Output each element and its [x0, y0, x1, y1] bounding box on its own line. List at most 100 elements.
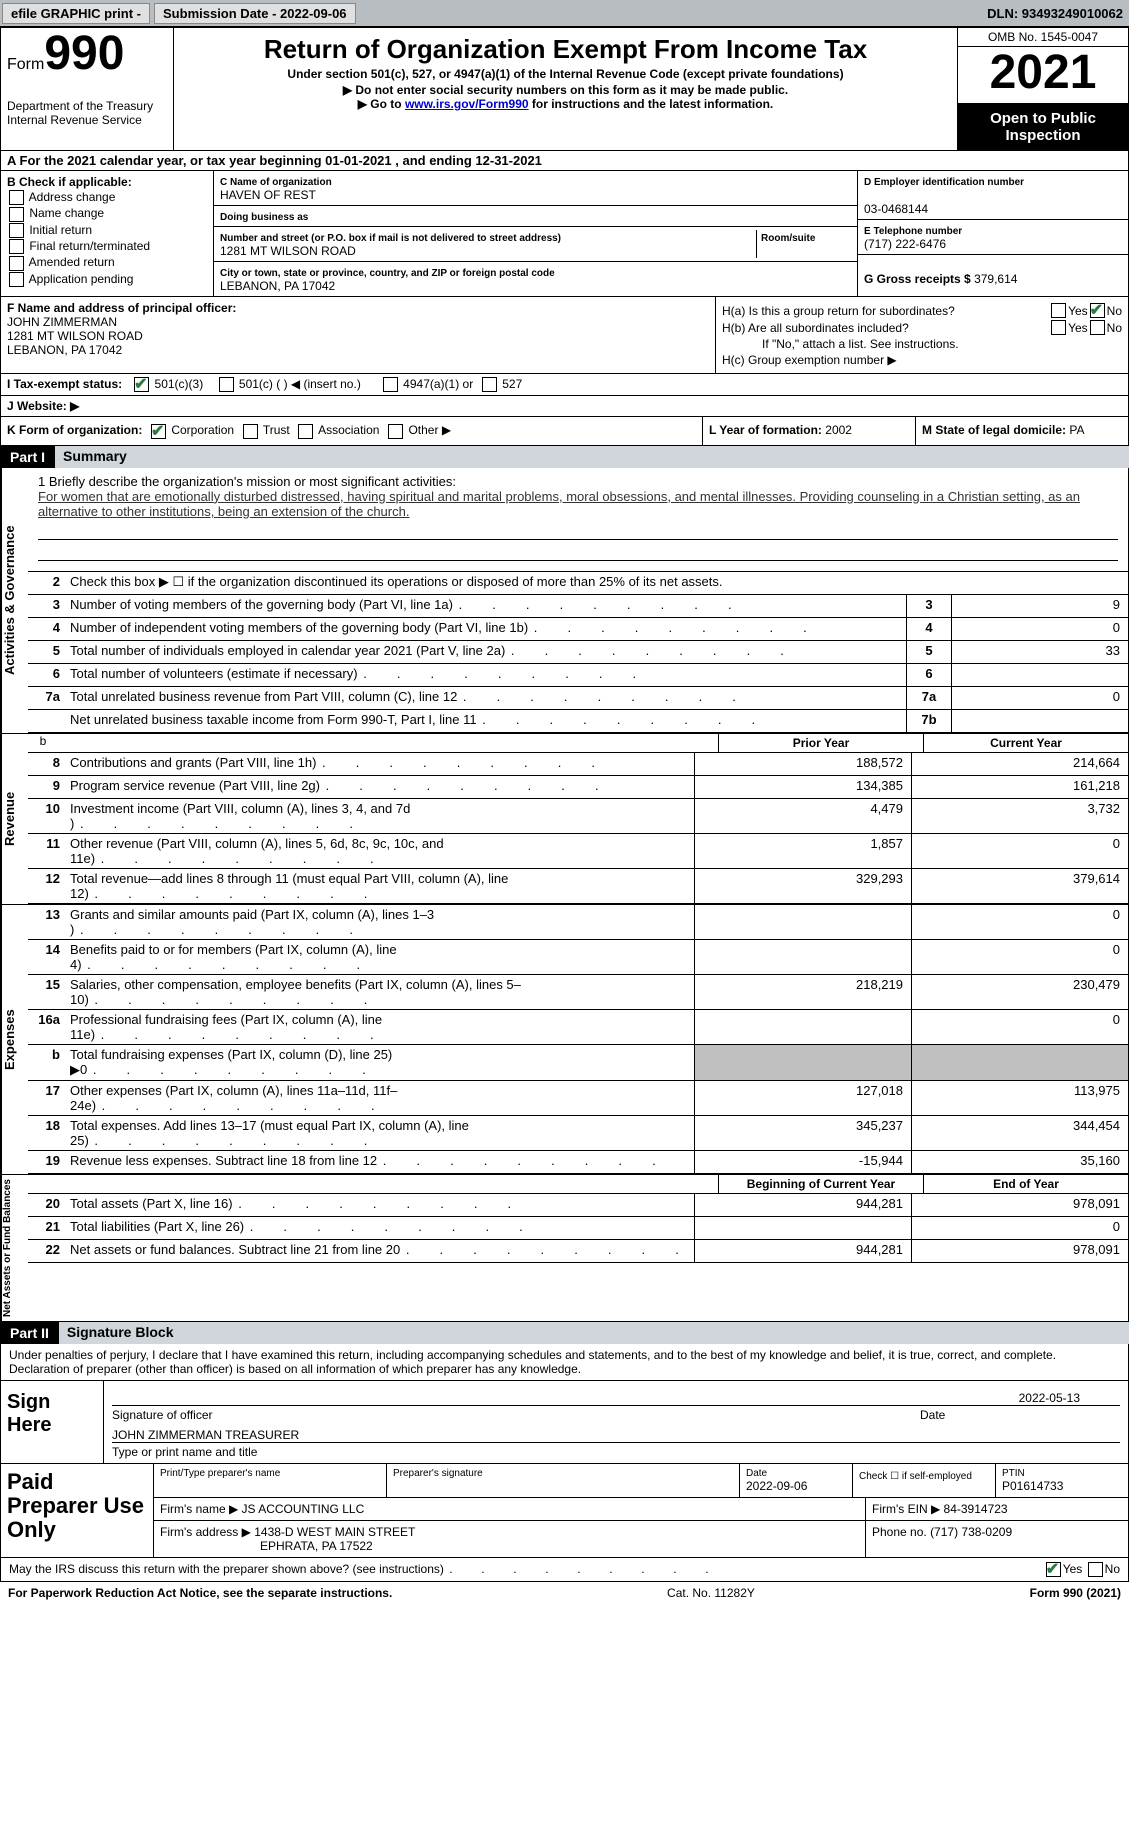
efile-print-button[interactable]: efile GRAPHIC print -: [2, 3, 150, 24]
eoy-lbl: End of Year: [923, 1175, 1128, 1193]
section-d: D Employer identification number 03-0468…: [858, 171, 1128, 296]
prep-sig-lbl: Preparer's signature: [393, 1468, 733, 1479]
j-lbl: J Website: ▶: [7, 399, 79, 413]
prep-name-lbl: Print/Type preparer's name: [160, 1468, 380, 1479]
form-num: 990: [44, 27, 124, 80]
sub3: ▶ Go to www.irs.gov/Form990 for instruct…: [184, 97, 947, 111]
discuss-no[interactable]: [1088, 1562, 1103, 1577]
f-lbl: F Name and address of principal officer:: [7, 301, 236, 315]
chk-amended-return[interactable]: Amended return: [7, 255, 207, 270]
paid-preparer-label: Paid Preparer Use Only: [1, 1464, 154, 1557]
boy-lbl: Beginning of Current Year: [718, 1175, 923, 1193]
open-public: Open to Public Inspection: [958, 104, 1128, 150]
section-k: K Form of organization: Corporation Trus…: [1, 417, 703, 444]
submission-date-button[interactable]: Submission Date - 2022-09-06: [154, 3, 356, 24]
k-lbl: K Form of organization:: [7, 423, 142, 437]
firm-ein: 84-3914723: [944, 1502, 1008, 1516]
part1-header: Part I Summary: [0, 446, 1129, 468]
chk-final-return[interactable]: Final return/terminated: [7, 239, 207, 254]
firm-addr2: EPHRATA, PA 17522: [160, 1539, 373, 1553]
k-corp[interactable]: [151, 424, 166, 439]
addr-lbl: Number and street (or P.O. box if mail i…: [220, 233, 561, 244]
table-row: 4Number of independent voting members of…: [28, 618, 1128, 641]
table-row: 3Number of voting members of the governi…: [28, 595, 1128, 618]
sub3-post: for instructions and the latest informat…: [529, 97, 774, 111]
ein-value: 03-0468144: [864, 202, 928, 216]
firm-phone-lbl: Phone no.: [872, 1525, 927, 1539]
i-501c[interactable]: [219, 377, 234, 392]
i-4947[interactable]: [383, 377, 398, 392]
block-klm: K Form of organization: Corporation Trus…: [0, 417, 1129, 445]
part2-header: Part II Signature Block: [0, 1322, 1129, 1344]
firm-phone: (717) 738-0209: [930, 1525, 1012, 1539]
header-mid: Return of Organization Exempt From Incom…: [174, 28, 957, 150]
hb-note: If "No," attach a list. See instructions…: [722, 337, 1122, 351]
ein-lbl: D Employer identification number: [864, 177, 1024, 188]
ha-no[interactable]: [1090, 303, 1105, 318]
officer-name: JOHN ZIMMERMAN: [7, 315, 117, 329]
officer-printed-name: JOHN ZIMMERMAN TREASURER: [112, 1428, 299, 1442]
table-row: 6Total number of volunteers (estimate if…: [28, 664, 1128, 687]
ha-yes[interactable]: [1051, 303, 1066, 318]
k-assoc[interactable]: [298, 424, 313, 439]
rev-section: Revenue b Prior Year Current Year 8Contr…: [0, 734, 1129, 905]
m-lbl: M State of legal domicile:: [922, 423, 1066, 437]
firm-name: JS ACCOUNTING LLC: [242, 1502, 365, 1516]
hb-no[interactable]: [1090, 320, 1105, 335]
table-row: bTotal fundraising expenses (Part IX, co…: [28, 1045, 1128, 1081]
table-row: 5Total number of individuals employed in…: [28, 641, 1128, 664]
irs-link[interactable]: www.irs.gov/Form990: [405, 97, 529, 111]
city-lbl: City or town, state or province, country…: [220, 268, 555, 279]
city-value: LEBANON, PA 17042: [220, 279, 335, 293]
table-row: 15Salaries, other compensation, employee…: [28, 975, 1128, 1010]
chk-address-change[interactable]: Address change: [7, 190, 207, 205]
k-other[interactable]: [388, 424, 403, 439]
firm-name-lbl: Firm's name ▶: [160, 1502, 238, 1516]
omb-number: OMB No. 1545-0047: [958, 28, 1128, 47]
table-row: 9Program service revenue (Part VIII, lin…: [28, 776, 1128, 799]
sub1: Under section 501(c), 527, or 4947(a)(1)…: [184, 67, 947, 81]
name-title-lbl: Type or print name and title: [112, 1445, 257, 1459]
officer-addr1: 1281 MT WILSON ROAD: [7, 329, 143, 343]
section-b: B Check if applicable: Address change Na…: [1, 171, 214, 296]
sub3-pre: ▶ Go to: [358, 97, 405, 111]
gov-section: Activities & Governance 1 Briefly descri…: [0, 468, 1129, 734]
table-row: Net unrelated business taxable income fr…: [28, 710, 1128, 733]
l-val: 2002: [825, 423, 852, 437]
table-row: 8Contributions and grants (Part VIII, li…: [28, 753, 1128, 776]
na-side-label: Net Assets or Fund Balances: [1, 1175, 28, 1321]
chk-name-change[interactable]: Name change: [7, 206, 207, 221]
section-c: C Name of organization HAVEN OF REST Doi…: [214, 171, 858, 296]
chk-initial-return[interactable]: Initial return: [7, 223, 207, 238]
part2-label: Part II: [0, 1325, 59, 1341]
prep-date: 2022-09-06: [746, 1479, 807, 1493]
paperwork-notice: For Paperwork Reduction Act Notice, see …: [8, 1586, 392, 1600]
hc-lbl: H(c) Group exemption number ▶: [722, 353, 897, 367]
ptin-lbl: PTIN: [1002, 1468, 1122, 1479]
i-527[interactable]: [482, 377, 497, 392]
org-name: HAVEN OF REST: [220, 188, 316, 202]
bottom-line: For Paperwork Reduction Act Notice, see …: [0, 1582, 1129, 1604]
irs-label: Internal Revenue Service: [7, 113, 167, 127]
chk-application-pending[interactable]: Application pending: [7, 272, 207, 287]
table-row: 14Benefits paid to or for members (Part …: [28, 940, 1128, 975]
firm-addr-lbl: Firm's address ▶: [160, 1525, 251, 1539]
room-lbl: Room/suite: [761, 233, 815, 244]
b-label: B Check if applicable:: [7, 175, 207, 189]
gross-value: 379,614: [974, 272, 1017, 286]
k-trust[interactable]: [243, 424, 258, 439]
table-row: 7aTotal unrelated business revenue from …: [28, 687, 1128, 710]
table-row: 16aProfessional fundraising fees (Part I…: [28, 1010, 1128, 1045]
i-501c3[interactable]: [134, 377, 149, 392]
discuss-yes[interactable]: [1046, 1562, 1061, 1577]
gross-lbl: G Gross receipts $: [864, 272, 971, 286]
exp-side-label: Expenses: [1, 905, 28, 1174]
hb-yes[interactable]: [1051, 320, 1066, 335]
table-row: 12Total revenue—add lines 8 through 11 (…: [28, 869, 1128, 904]
prep-date-lbl: Date: [746, 1468, 846, 1479]
table-row: 10Investment income (Part VIII, column (…: [28, 799, 1128, 834]
m-val: PA: [1069, 423, 1084, 437]
row-a: A For the 2021 calendar year, or tax yea…: [0, 151, 1129, 171]
form-footer: Form 990 (2021): [1030, 1586, 1121, 1600]
form-header: Form990 Department of the Treasury Inter…: [0, 26, 1129, 151]
